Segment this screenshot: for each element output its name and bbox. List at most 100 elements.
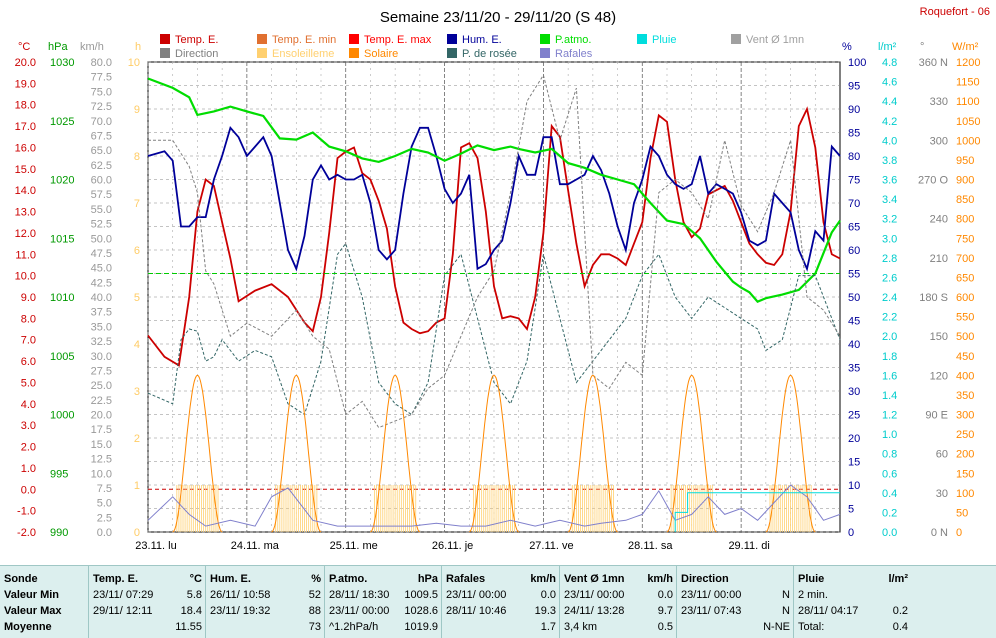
y-tick-rain: 2.6 xyxy=(882,272,897,284)
y-tick-wind: 70.0 xyxy=(91,116,112,128)
legend-swatch xyxy=(447,34,457,44)
y-tick-rain: 0.8 xyxy=(882,449,897,461)
legend-swatch xyxy=(349,34,359,44)
series-solar-bell xyxy=(370,374,421,533)
y-tick-solar: 1050 xyxy=(956,116,980,128)
y-tick-solar: 800 xyxy=(956,214,974,226)
legend-label: Pluie xyxy=(652,34,676,46)
stats-cell-date: 28/11/ 18:30 xyxy=(329,589,390,601)
legend-swatch xyxy=(257,48,267,58)
y-tick-direction: 240 xyxy=(930,214,948,226)
y-tick-wind: 65.0 xyxy=(91,145,112,157)
legend-label: Vent Ø 1mn xyxy=(746,34,804,46)
y-tick-wind: 52.5 xyxy=(91,219,112,231)
y-tick-wind: 45.0 xyxy=(91,263,112,275)
legend-label: Rafales xyxy=(555,48,593,60)
stats-col-title: Temp. E. xyxy=(93,573,139,585)
stats-cell-value: 1028.6 xyxy=(404,605,438,617)
stats-cell-value: 0.0 xyxy=(540,589,556,601)
y-axis-unit-pressure: hPa xyxy=(48,41,68,53)
stats-col-title: Pluie xyxy=(798,573,825,585)
y-tick-humidity: 0 xyxy=(848,527,854,539)
y-tick-wind: 72.5 xyxy=(91,101,112,113)
y-tick-solar: 1100 xyxy=(956,96,980,108)
y-tick-wind: 57.5 xyxy=(91,189,112,201)
y-axis-unit-rain: l/m² xyxy=(878,41,897,53)
y-tick-temp: 2.0 xyxy=(21,442,36,454)
y-tick-humidity: 65 xyxy=(848,222,860,234)
stats-cell-value: 9.7 xyxy=(657,605,673,617)
stats-col-col4: P.atmo. hPa 28/11/ 18:30 1009.5 23/11/ 00:00… xyxy=(324,566,442,638)
y-tick-sun: 6 xyxy=(134,245,140,257)
y-tick-solar: 950 xyxy=(956,155,974,167)
stats-col-title: Hum. E. xyxy=(210,573,251,585)
y-tick-wind: 77.5 xyxy=(91,72,112,84)
y-tick-temp: 3.0 xyxy=(21,420,36,432)
stats-header: Sonde xyxy=(4,573,38,585)
stats-col-title: Direction xyxy=(681,573,729,585)
stats-cell-date: 23/11/ 00:00 xyxy=(681,589,742,601)
series-solar-bell xyxy=(469,374,519,533)
y-tick-humidity: 100 xyxy=(848,57,866,69)
y-tick-rain: 4.0 xyxy=(882,135,897,147)
y-tick-sun: 7 xyxy=(134,198,140,210)
stats-cell-value: 1009.5 xyxy=(404,589,438,601)
y-tick-humidity: 85 xyxy=(848,128,860,140)
legend-label: Direction xyxy=(175,48,218,60)
y-tick-sun: 10 xyxy=(128,57,140,69)
y-tick-direction: 30 xyxy=(936,488,948,500)
y-tick-wind: 50.0 xyxy=(91,233,112,245)
series-line-rafales xyxy=(147,484,841,527)
y-tick-rain: 2.0 xyxy=(882,331,897,343)
y-tick-solar: 400 xyxy=(956,370,974,382)
stats-col-title: Vent Ø 1mn xyxy=(564,573,625,585)
y-axis-unit-direction: ° xyxy=(920,41,924,53)
stats-col-sonde: Sonde Valeur Min Valeur Max Moyenne xyxy=(0,566,88,638)
y-tick-sun: 9 xyxy=(134,104,140,116)
y-tick-direction: 300 xyxy=(930,135,948,147)
stats-label-max: Valeur Max xyxy=(4,605,62,617)
y-tick-temp: 6.0 xyxy=(21,356,36,368)
y-tick-rain: 0.0 xyxy=(882,527,897,539)
stats-col-unit: °C xyxy=(189,573,202,585)
stats-col-title: Rafales xyxy=(446,573,486,585)
stats-col-unit: km/h xyxy=(647,573,673,585)
y-tick-humidity: 75 xyxy=(848,175,860,187)
legend-label: Solaire xyxy=(364,48,398,60)
y-tick-solar: 200 xyxy=(956,449,974,461)
y-tick-wind: 42.5 xyxy=(91,277,112,289)
y-tick-wind: 60.0 xyxy=(91,175,112,187)
y-tick-pressure: 1005 xyxy=(50,351,74,363)
y-tick-temp: 14.0 xyxy=(15,185,36,197)
y-tick-rain: 3.8 xyxy=(882,155,897,167)
y-tick-solar: 750 xyxy=(956,233,974,245)
y-tick-humidity: 90 xyxy=(848,104,860,116)
series-line-direction xyxy=(148,73,841,429)
y-tick-rain: 2.8 xyxy=(882,253,897,265)
stats-cell-date: ^1.2hPa/h xyxy=(329,621,379,633)
stats-col-unit: km/h xyxy=(530,573,556,585)
stats-cell-value: 73 xyxy=(308,621,321,633)
legend-label: Hum. E. xyxy=(462,34,502,46)
y-tick-sun: 3 xyxy=(134,386,140,398)
stats-cell-value: N-NE xyxy=(763,621,790,633)
legend-label: P. de rosée xyxy=(462,48,517,60)
series-solar-bell xyxy=(567,374,618,533)
legend-swatch xyxy=(637,34,647,44)
y-tick-wind: 62.5 xyxy=(91,160,112,172)
y-tick-wind: 12.5 xyxy=(91,454,112,466)
y-tick-rain: 1.8 xyxy=(882,351,897,363)
y-tick-solar: 850 xyxy=(956,194,974,206)
y-axis-unit-wind: km/h xyxy=(80,41,104,53)
y-tick-rain: 4.2 xyxy=(882,116,897,128)
legend-label: Ensoleilleme xyxy=(272,48,334,60)
y-tick-rain: 4.8 xyxy=(882,57,897,69)
y-tick-direction: 90 E xyxy=(925,410,948,422)
y-tick-pressure: 995 xyxy=(50,468,68,480)
y-tick-wind: 40.0 xyxy=(91,292,112,304)
y-tick-wind: 32.5 xyxy=(91,336,112,348)
y-tick-rain: 3.2 xyxy=(882,214,897,226)
y-tick-solar: 550 xyxy=(956,312,974,324)
y-axis-unit-sun: h xyxy=(135,41,141,53)
y-tick-wind: 27.5 xyxy=(91,365,112,377)
